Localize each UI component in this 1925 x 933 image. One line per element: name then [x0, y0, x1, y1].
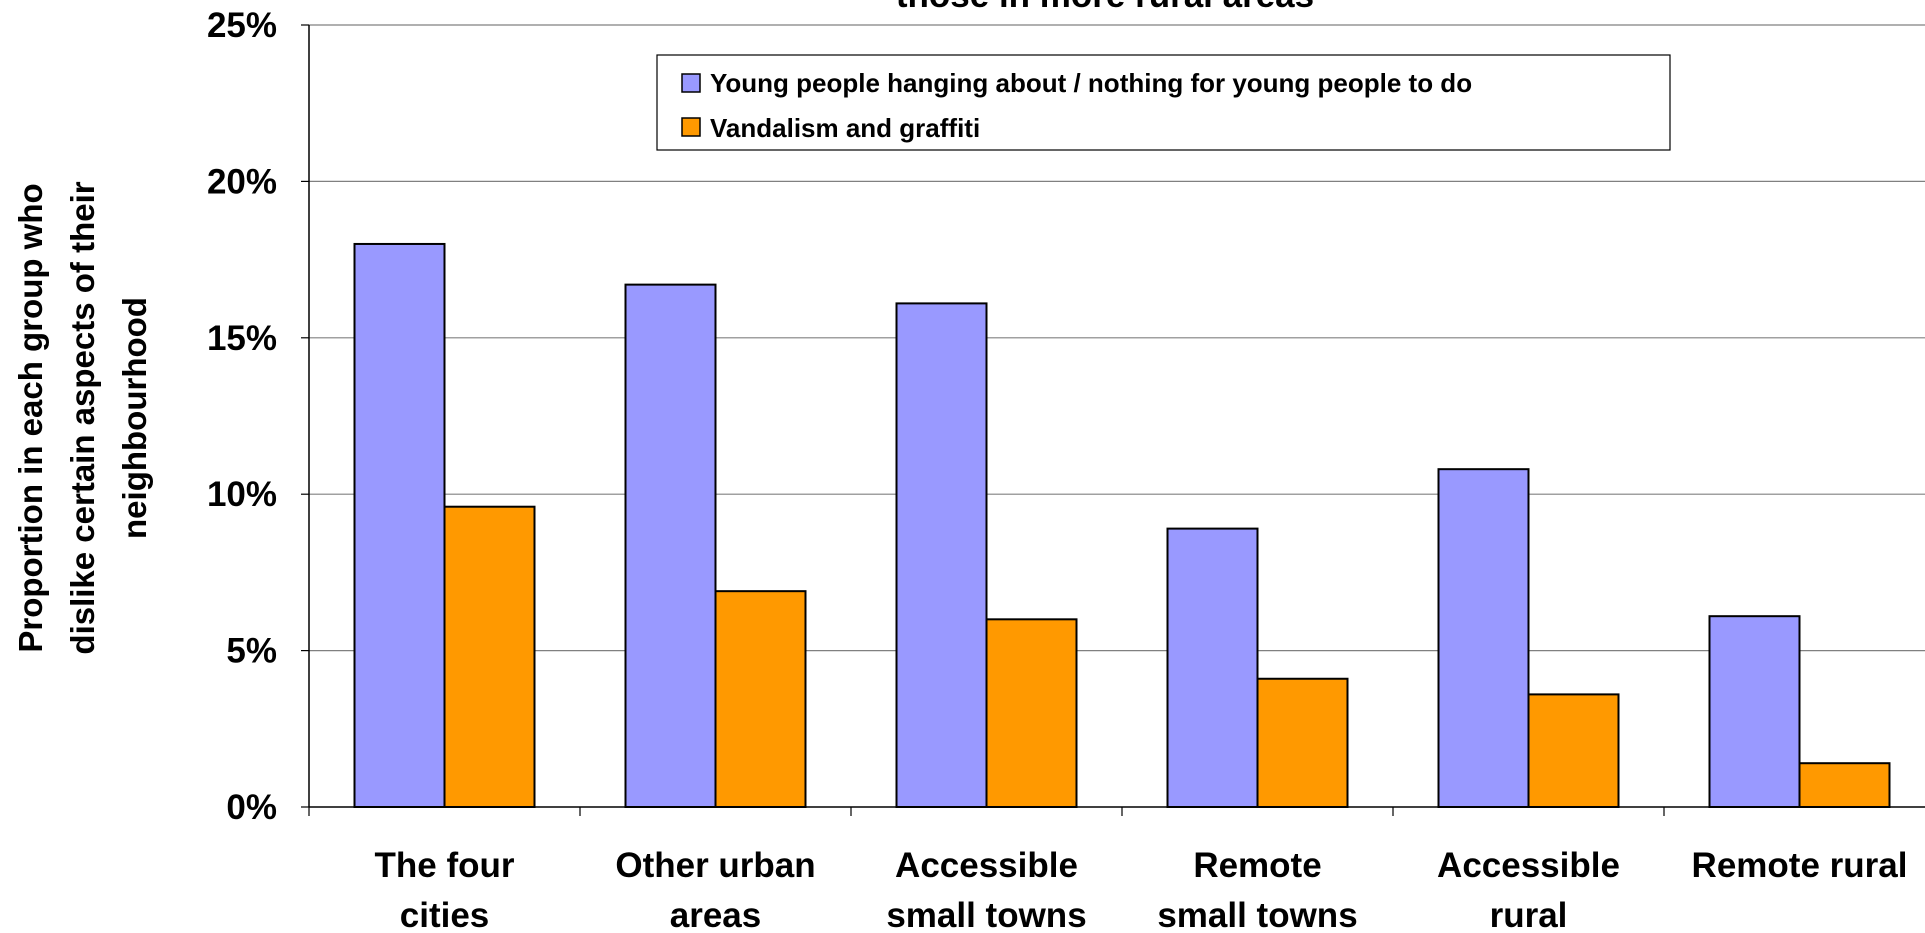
y-tick-labels: 0% 5% 10% 15% 20% 25% — [207, 6, 277, 827]
y-axis-label-line: dislike certain aspects of their — [64, 181, 101, 654]
y-axis-label-line: Proportion in each group who — [12, 183, 49, 652]
y-tick-label: 10% — [207, 475, 277, 514]
legend: Young people hanging about / nothing for… — [656, 54, 1671, 151]
bars — [353, 242, 1891, 809]
y-axis-label: Proportion in each group who dislike cert… — [12, 181, 153, 654]
y-tick-label: 5% — [226, 632, 277, 671]
y-axis-label-line: neighbourhood — [116, 297, 153, 539]
bar-young-people — [1166, 527, 1259, 808]
y-tick-label: 0% — [226, 788, 277, 827]
legend-swatch-young-people — [681, 73, 701, 93]
x-tick-label: Remote rural — [1692, 846, 1908, 885]
bar-vandalism — [714, 590, 807, 809]
x-tick-labels: The four cities Other urban areas Accessible… — [375, 846, 1908, 933]
x-tick-label: rural — [1490, 896, 1568, 933]
x-tick-label: Accessible — [895, 846, 1078, 885]
bar-young-people — [895, 302, 988, 808]
y-tick-label: 15% — [207, 319, 277, 358]
bar-young-people — [624, 283, 717, 808]
legend-label-vandalism: Vandalism and graffiti — [710, 113, 980, 143]
x-tick-label: small towns — [1157, 896, 1357, 933]
x-tick-label: cities — [400, 896, 490, 933]
bar-young-people — [1437, 468, 1530, 808]
bar-young-people — [1708, 615, 1801, 809]
x-tick-label: small towns — [886, 896, 1086, 933]
x-tick-label: Remote — [1193, 846, 1321, 885]
bar-young-people — [353, 242, 446, 808]
bar-vandalism — [1527, 693, 1620, 809]
x-tick-label: Other urban — [615, 846, 815, 885]
x-tick-label: The four — [375, 846, 515, 885]
gridlines — [309, 24, 1925, 652]
bar-vandalism — [443, 505, 536, 808]
legend-box — [656, 54, 1671, 151]
chart-title: those in more rural areas — [896, 0, 1314, 15]
bar-vandalism — [1256, 677, 1349, 809]
legend-swatch-vandalism — [681, 117, 701, 137]
bar-vandalism — [985, 618, 1078, 808]
x-tick-label: Accessible — [1437, 846, 1620, 885]
y-tick-label: 25% — [207, 6, 277, 45]
legend-label-young-people: Young people hanging about / nothing for… — [710, 68, 1472, 98]
axes — [301, 24, 1925, 816]
bar-vandalism — [1798, 762, 1891, 809]
y-tick-label: 20% — [207, 162, 277, 201]
x-tick-label: areas — [670, 896, 761, 933]
